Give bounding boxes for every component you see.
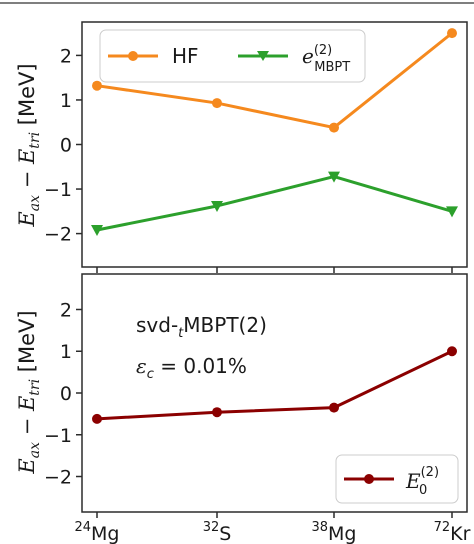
- y-axis-label-top: Eax − Etri [MeV]: [15, 63, 43, 227]
- annot-svd: svd-: [136, 313, 178, 337]
- legend-mbpt-sup: (2): [314, 43, 332, 58]
- legend-mbpt-marker: [257, 51, 269, 61]
- ylab-top-e: E: [15, 211, 39, 227]
- legend-e0-sub: 0: [419, 483, 427, 498]
- series-line-top-1: [96, 175, 453, 232]
- series-top: [91, 28, 458, 237]
- point-top-1-2: [328, 171, 340, 183]
- legend-top-box: [99, 29, 366, 83]
- ylab-top-ax: ax: [27, 195, 43, 211]
- point-top-0-1: [212, 98, 222, 109]
- y-tick-label-bottom-2: 0: [60, 383, 72, 405]
- panel-top: −2 −1 0 1 2 HF e(2) MBPT Eax − Etri [MeV]: [15, 21, 468, 273]
- x-tick-mass-1: 32: [203, 520, 220, 535]
- point-top-0-0: [92, 80, 102, 91]
- legend-mbpt-label: e(2) MBPT: [302, 43, 350, 75]
- annot-value: = 0.01%: [154, 354, 247, 378]
- y-tick-label-top-4: 2: [60, 45, 72, 67]
- legend-hf-label: HF: [172, 44, 199, 68]
- y-tick-label-bottom-4: 2: [60, 299, 72, 321]
- x-tick-label-0: 24Mg: [74, 520, 119, 544]
- point-bottom-0-1: [212, 407, 222, 418]
- legend-bottom: E(2) 0: [335, 454, 459, 504]
- legend-mbpt-sub: MBPT: [314, 60, 350, 75]
- x-tick-element-0: Mg: [91, 523, 119, 544]
- y-tick-label-bottom-3: 1: [60, 341, 72, 363]
- point-top-1-3: [446, 206, 458, 218]
- x-tick-label-1: 32S: [203, 520, 232, 544]
- y-ticks-bottom: −2 −1 0 1 2: [44, 299, 453, 518]
- ylab-top-tri: tri: [27, 132, 43, 149]
- ylab-bot-minus: −: [15, 411, 39, 442]
- series-line-bottom-0: [96, 349, 453, 421]
- x-tick-element-1: S: [219, 523, 231, 544]
- annot-t: t: [178, 326, 184, 341]
- x-tick-mass-0: 24: [74, 520, 91, 535]
- y-tick-label-bottom-0: −2: [44, 467, 72, 489]
- y-ticks-top: −2 −1 0 1 2: [44, 45, 453, 273]
- point-bottom-0-2: [329, 402, 339, 413]
- y-tick-label-bottom-1: −1: [44, 425, 72, 447]
- ylab-top-e2: E: [15, 149, 39, 165]
- point-bottom-0-0: [92, 413, 102, 424]
- ylab-bot-unit: [MeV]: [15, 310, 39, 378]
- ylab-bot-e: E: [15, 458, 39, 474]
- series-bottom: [92, 346, 457, 424]
- y-tick-label-top-3: 1: [60, 90, 72, 112]
- series-line-top-0: [96, 31, 453, 130]
- y-tick-label-top-2: 0: [60, 135, 72, 157]
- annot-c: c: [147, 367, 154, 382]
- annotation-epsilon: εc = 0.01%: [136, 354, 247, 382]
- ylab-bot-e2: E: [15, 396, 39, 412]
- legend-e0-sup: (2): [421, 465, 439, 480]
- ylab-bot-tri: tri: [27, 379, 43, 396]
- y-axis-label-bottom: Eax − Etri [MeV]: [15, 310, 43, 474]
- x-tick-label-2: 38Mg: [311, 520, 356, 544]
- x-tick-element-2: Mg: [328, 523, 356, 544]
- x-tick-labels: 24Mg 32S 38Mg 72Kr: [74, 520, 470, 544]
- legend-e0-e: E: [405, 469, 421, 493]
- x-tick-mass-2: 38: [311, 520, 328, 535]
- x-tick-label-3: 72Kr: [434, 520, 471, 544]
- point-top-1-1: [211, 200, 223, 212]
- annot-mbpt: MBPT(2): [183, 313, 267, 337]
- x-tick-mass-3: 72: [434, 520, 451, 535]
- legend-hf-marker: [128, 51, 138, 61]
- point-top-0-3: [447, 28, 457, 39]
- y-tick-label-top-0: −2: [44, 224, 72, 246]
- x-tick-element-3: Kr: [450, 523, 470, 544]
- ylab-bot-ax: ax: [27, 442, 43, 458]
- ylab-top-minus: −: [15, 164, 39, 195]
- point-top-0-2: [329, 122, 339, 133]
- ylab-top-unit: [MeV]: [15, 63, 39, 131]
- legend-bottom-box: [335, 454, 459, 504]
- legend-mbpt-e: e: [302, 44, 314, 68]
- legend-e0-label: E(2) 0: [405, 465, 439, 498]
- annot-eps: ε: [136, 354, 147, 378]
- y-tick-label-top-1: −1: [44, 179, 72, 201]
- legend-top: HF e(2) MBPT: [99, 29, 366, 83]
- point-bottom-0-3: [447, 346, 457, 357]
- point-top-1-0: [91, 225, 103, 237]
- legend-e0-marker: [364, 474, 374, 484]
- annotation-method: svd-tMBPT(2): [136, 313, 267, 341]
